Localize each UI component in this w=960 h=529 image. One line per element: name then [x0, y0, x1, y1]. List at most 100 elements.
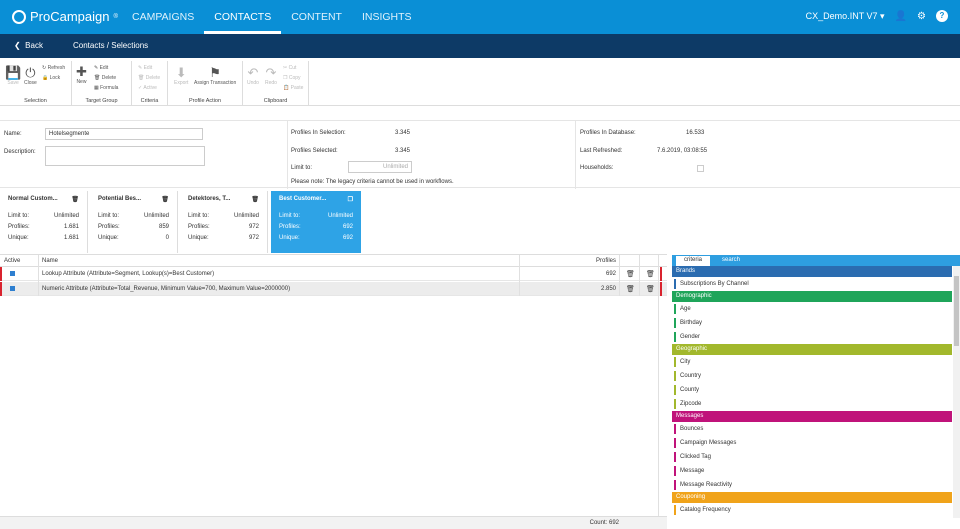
- last-refreshed-label: Last Refreshed:: [580, 148, 623, 154]
- grid-header: Active Name Profiles: [0, 255, 667, 267]
- lock-button[interactable]: 🔒 Lock: [42, 75, 61, 81]
- criteria-list: Brands Subscriptions By Channel Demographi…: [672, 266, 952, 529]
- criteria-item[interactable]: Campaign Messages: [672, 436, 952, 450]
- trash-icon[interactable]: 🗑: [251, 197, 259, 203]
- criteria-group-header[interactable]: Messages: [672, 411, 952, 422]
- col-name[interactable]: Name: [42, 258, 59, 264]
- scrollbar-thumb[interactable]: [954, 276, 959, 346]
- col-active[interactable]: Active: [4, 258, 21, 264]
- redo-button[interactable]: ↷ Redo: [265, 65, 277, 86]
- criteria-group-header[interactable]: Geographic: [672, 344, 952, 355]
- export-button[interactable]: ⬇ Export: [174, 65, 189, 86]
- active-checkbox[interactable]: [10, 286, 15, 291]
- criteria-item[interactable]: City: [672, 355, 952, 369]
- target-group-card[interactable]: Potential Bes... 🗑 Limit to: Unlimited Pro…: [90, 191, 178, 253]
- undo-button[interactable]: ↶ Undo: [247, 65, 259, 86]
- top-bar: ProCampaign ® CAMPAIGNS CONTACTS CONTENT …: [0, 0, 960, 34]
- criteria-item[interactable]: Bounces: [672, 422, 952, 436]
- trash-icon: 🗑: [138, 75, 145, 81]
- save-icon: 💾: [5, 65, 22, 80]
- criteria-item[interactable]: Subscriptions By Channel: [672, 277, 952, 291]
- table-row[interactable]: Numeric Attribute (Attribute=Total_Reven…: [0, 282, 667, 296]
- target-group-card[interactable]: Detektores, T... 🗑 Limit to: Unlimited Pro…: [180, 191, 268, 253]
- tab-search[interactable]: search: [722, 257, 741, 263]
- paste-icon: 📋: [283, 85, 290, 91]
- criteria-item[interactable]: Gender: [672, 330, 952, 344]
- trash-icon: 🗑: [94, 75, 101, 81]
- save-button[interactable]: 💾 Save: [5, 65, 22, 86]
- logo-icon: [12, 9, 26, 24]
- paste-button[interactable]: 📋 Paste: [283, 85, 304, 91]
- nav-content[interactable]: CONTENT: [291, 11, 342, 23]
- target-group-card-selected[interactable]: Best Customer... ❐ Limit to: Unlimited Pro…: [271, 191, 361, 253]
- col-profiles[interactable]: Profiles: [596, 258, 617, 264]
- target-group-group: ✚ New ✎ Edit 🗑 Delete ▦ Formula Target Gr…: [72, 61, 132, 105]
- trash-icon[interactable]: 🗑: [646, 271, 655, 278]
- back-button[interactable]: ❮ Back: [14, 41, 43, 50]
- nav-contacts[interactable]: CONTACTS: [204, 0, 282, 34]
- name-input[interactable]: Hotelsegmente: [45, 128, 203, 140]
- copy-icon[interactable]: ❐: [347, 197, 353, 203]
- households-checkbox[interactable]: [697, 165, 704, 172]
- main-nav: CAMPAIGNS CONTACTS CONTENT INSIGHTS: [122, 0, 422, 34]
- profile-action-group: ⬇ Export ⚑ Assign Transaction Profile Acti…: [168, 61, 243, 105]
- nav-insights[interactable]: INSIGHTS: [361, 11, 412, 23]
- criteria-group-header[interactable]: Demographic: [672, 291, 952, 302]
- scissors-icon: ✂: [283, 65, 288, 71]
- gear-icon[interactable]: ⚙: [917, 10, 926, 22]
- help-icon[interactable]: ?: [936, 10, 948, 22]
- cut-button[interactable]: ✂ Cut: [283, 65, 297, 71]
- formula-button[interactable]: ▦ Formula: [94, 85, 119, 91]
- delete-target-button[interactable]: 🗑 Delete: [94, 75, 117, 81]
- download-icon: ⬇: [175, 65, 187, 80]
- criteria-item[interactable]: Clicked Tag: [672, 450, 952, 464]
- criteria-item[interactable]: Message Reactivity: [672, 478, 952, 492]
- description-label: Description:: [4, 149, 36, 155]
- refresh-icon: ↻: [42, 65, 47, 71]
- profiles-in-selection-value: 3.345: [395, 130, 411, 136]
- trash-icon[interactable]: 🗑: [161, 197, 169, 203]
- criteria-item[interactable]: Country: [672, 369, 952, 383]
- user-area: CX_Demo.INT V7 ▾ 👤 ⚙ ?: [806, 10, 948, 22]
- active-criteria-button[interactable]: ✓ Active: [138, 85, 157, 91]
- active-checkbox[interactable]: [10, 271, 15, 276]
- criteria-group-header[interactable]: Couponing: [672, 492, 952, 503]
- scrollbar[interactable]: [953, 266, 960, 518]
- criteria-item[interactable]: Birthday: [672, 316, 952, 330]
- trash-icon[interactable]: 🗑: [626, 271, 635, 278]
- criteria-item[interactable]: Catalog Frequency: [672, 503, 952, 517]
- edit-target-button[interactable]: ✎ Edit: [94, 65, 109, 71]
- description-input[interactable]: [45, 146, 205, 166]
- user-menu[interactable]: CX_Demo.INT V7 ▾: [805, 10, 885, 21]
- flag-icon: ⚑: [209, 65, 221, 80]
- trash-icon[interactable]: 🗑: [646, 286, 655, 293]
- new-button[interactable]: ✚ New: [76, 64, 87, 85]
- trash-icon[interactable]: 🗑: [626, 286, 635, 293]
- limit-label: Limit to:: [291, 165, 313, 171]
- criteria-item[interactable]: Zipcode: [672, 397, 952, 411]
- delete-criteria-button[interactable]: 🗑 Delete: [138, 75, 161, 81]
- criteria-item[interactable]: County: [672, 383, 952, 397]
- target-group-card[interactable]: Normal Custom... 🗑 Limit to: Unlimited Pro…: [0, 191, 88, 253]
- tab-criteria[interactable]: criteria: [676, 256, 711, 266]
- criteria-item[interactable]: Message: [672, 464, 952, 478]
- trash-icon[interactable]: 🗑: [71, 197, 79, 203]
- check-icon: ✓: [138, 85, 143, 91]
- copy-button[interactable]: ❐ Copy: [283, 75, 301, 81]
- table-row[interactable]: Lookup Attribute (Attribute=Segment, Loo…: [0, 267, 667, 281]
- close-button[interactable]: ⏻ Close: [24, 65, 37, 86]
- edit-criteria-button[interactable]: ✎ Edit: [138, 65, 153, 71]
- limit-input[interactable]: Unlimited: [348, 161, 412, 173]
- logo[interactable]: ProCampaign ®: [12, 9, 118, 24]
- nav-campaigns[interactable]: CAMPAIGNS: [132, 11, 195, 23]
- profiles-in-database-value: 16.533: [686, 130, 705, 136]
- add-user-icon[interactable]: 👤: [894, 10, 908, 22]
- profiles-in-selection-label: Profiles In Selection:: [291, 130, 346, 136]
- count-bar: Count: 692: [0, 516, 667, 529]
- criteria-item[interactable]: Age: [672, 302, 952, 316]
- criteria-group-header[interactable]: Brands: [672, 266, 952, 277]
- refresh-button[interactable]: ↻ Refresh: [42, 65, 66, 71]
- assign-transaction-button[interactable]: ⚑ Assign Transaction: [194, 65, 237, 86]
- last-refreshed-value: 7.6.2019, 03:08:55: [657, 148, 708, 154]
- selection-form: Name: Hotelsegmente Description: Profile…: [0, 120, 960, 189]
